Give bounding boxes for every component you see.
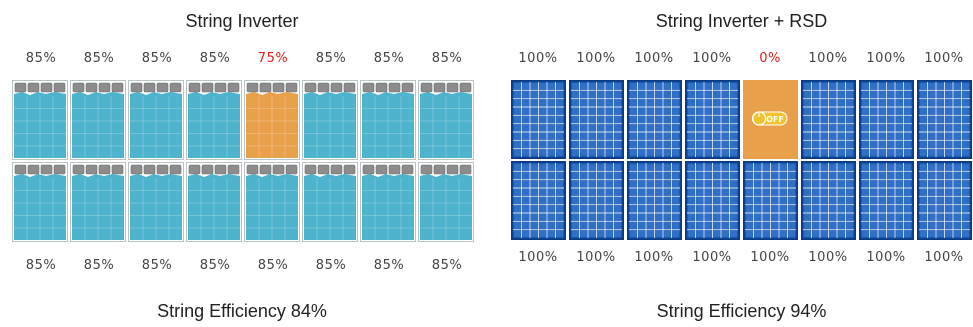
left-top-pct-3: 85% (199, 51, 231, 66)
right-top-pct-4: 0% (759, 51, 781, 66)
right-top-pct-7: 100% (924, 51, 964, 66)
solar-panel (244, 162, 300, 242)
solar-panel (569, 161, 624, 240)
solar-panel (511, 161, 566, 240)
left-top-pct-0: 85% (25, 51, 57, 66)
right-top-pct-5: 100% (808, 51, 848, 66)
solar-panel (627, 80, 682, 159)
right-title: String Inverter + RSD (655, 11, 828, 31)
left-top-pct-7: 85% (431, 51, 463, 66)
left-top-pct-1: 85% (83, 51, 115, 66)
solar-panel (186, 162, 242, 242)
solar-panel (511, 80, 566, 159)
right-bottom-pct-0: 100% (518, 250, 558, 265)
left-top-pct-2: 85% (141, 51, 173, 66)
solar-panel (917, 80, 972, 159)
left-bottom-pct-6: 85% (373, 258, 405, 273)
left-bottom-pct-5: 85% (315, 258, 347, 273)
shaded-panel (244, 80, 300, 160)
left-bottom-pct-4: 85% (257, 258, 289, 273)
solar-panel (917, 161, 972, 240)
solar-panel (302, 162, 358, 242)
right-top-pct-2: 100% (634, 51, 674, 66)
solar-panel (569, 80, 624, 159)
solar-panel (743, 161, 798, 240)
right-bottom-pct-3: 100% (692, 250, 732, 265)
solar-panel (627, 161, 682, 240)
left-bottom-pct-2: 85% (141, 258, 173, 273)
right-string-efficiency: String Efficiency 94% (656, 301, 827, 321)
solar-panel (302, 80, 358, 160)
solar-panel (128, 162, 184, 242)
left-bottom-pct-7: 85% (431, 258, 463, 273)
solar-panel (128, 80, 184, 160)
right-top-pct-0: 100% (518, 51, 558, 66)
left-string-efficiency: String Efficiency 84% (157, 301, 327, 321)
solar-panel (418, 162, 474, 242)
solar-panel (685, 80, 740, 159)
solar-panel (70, 80, 126, 160)
solar-panel (186, 80, 242, 160)
right-bottom-pct-2: 100% (634, 250, 674, 265)
solar-panel (801, 161, 856, 240)
right-top-pct-1: 100% (576, 51, 616, 66)
right-bottom-pct-7: 100% (924, 250, 964, 265)
left-top-pct-6: 85% (373, 51, 405, 66)
solar-panel (418, 80, 474, 160)
solar-panel (685, 161, 740, 240)
right-bottom-pct-1: 100% (576, 250, 616, 265)
solar-panel (12, 162, 68, 242)
right-top-pct-6: 100% (866, 51, 906, 66)
off-label: OFF (766, 115, 784, 124)
solar-panel (859, 161, 914, 240)
solar-panel (360, 162, 416, 242)
left-top-pct-5: 85% (315, 51, 347, 66)
solar-panel (70, 162, 126, 242)
solar-panel (801, 80, 856, 159)
left-title: String Inverter (185, 11, 299, 31)
left-bottom-pct-1: 85% (83, 258, 115, 273)
rsd-off-switch: OFF (751, 111, 788, 126)
right-bottom-pct-4: 100% (750, 250, 790, 265)
right-bottom-pct-5: 100% (808, 250, 848, 265)
right-bottom-pct-6: 100% (866, 250, 906, 265)
rsd-off-panel: OFF (743, 80, 798, 159)
right-top-pct-3: 100% (692, 51, 732, 66)
solar-panel (12, 80, 68, 160)
left-top-pct-4: 75% (257, 51, 289, 66)
left-bottom-pct-0: 85% (25, 258, 57, 273)
solar-panel (859, 80, 914, 159)
left-bottom-pct-3: 85% (199, 258, 231, 273)
solar-panel (360, 80, 416, 160)
